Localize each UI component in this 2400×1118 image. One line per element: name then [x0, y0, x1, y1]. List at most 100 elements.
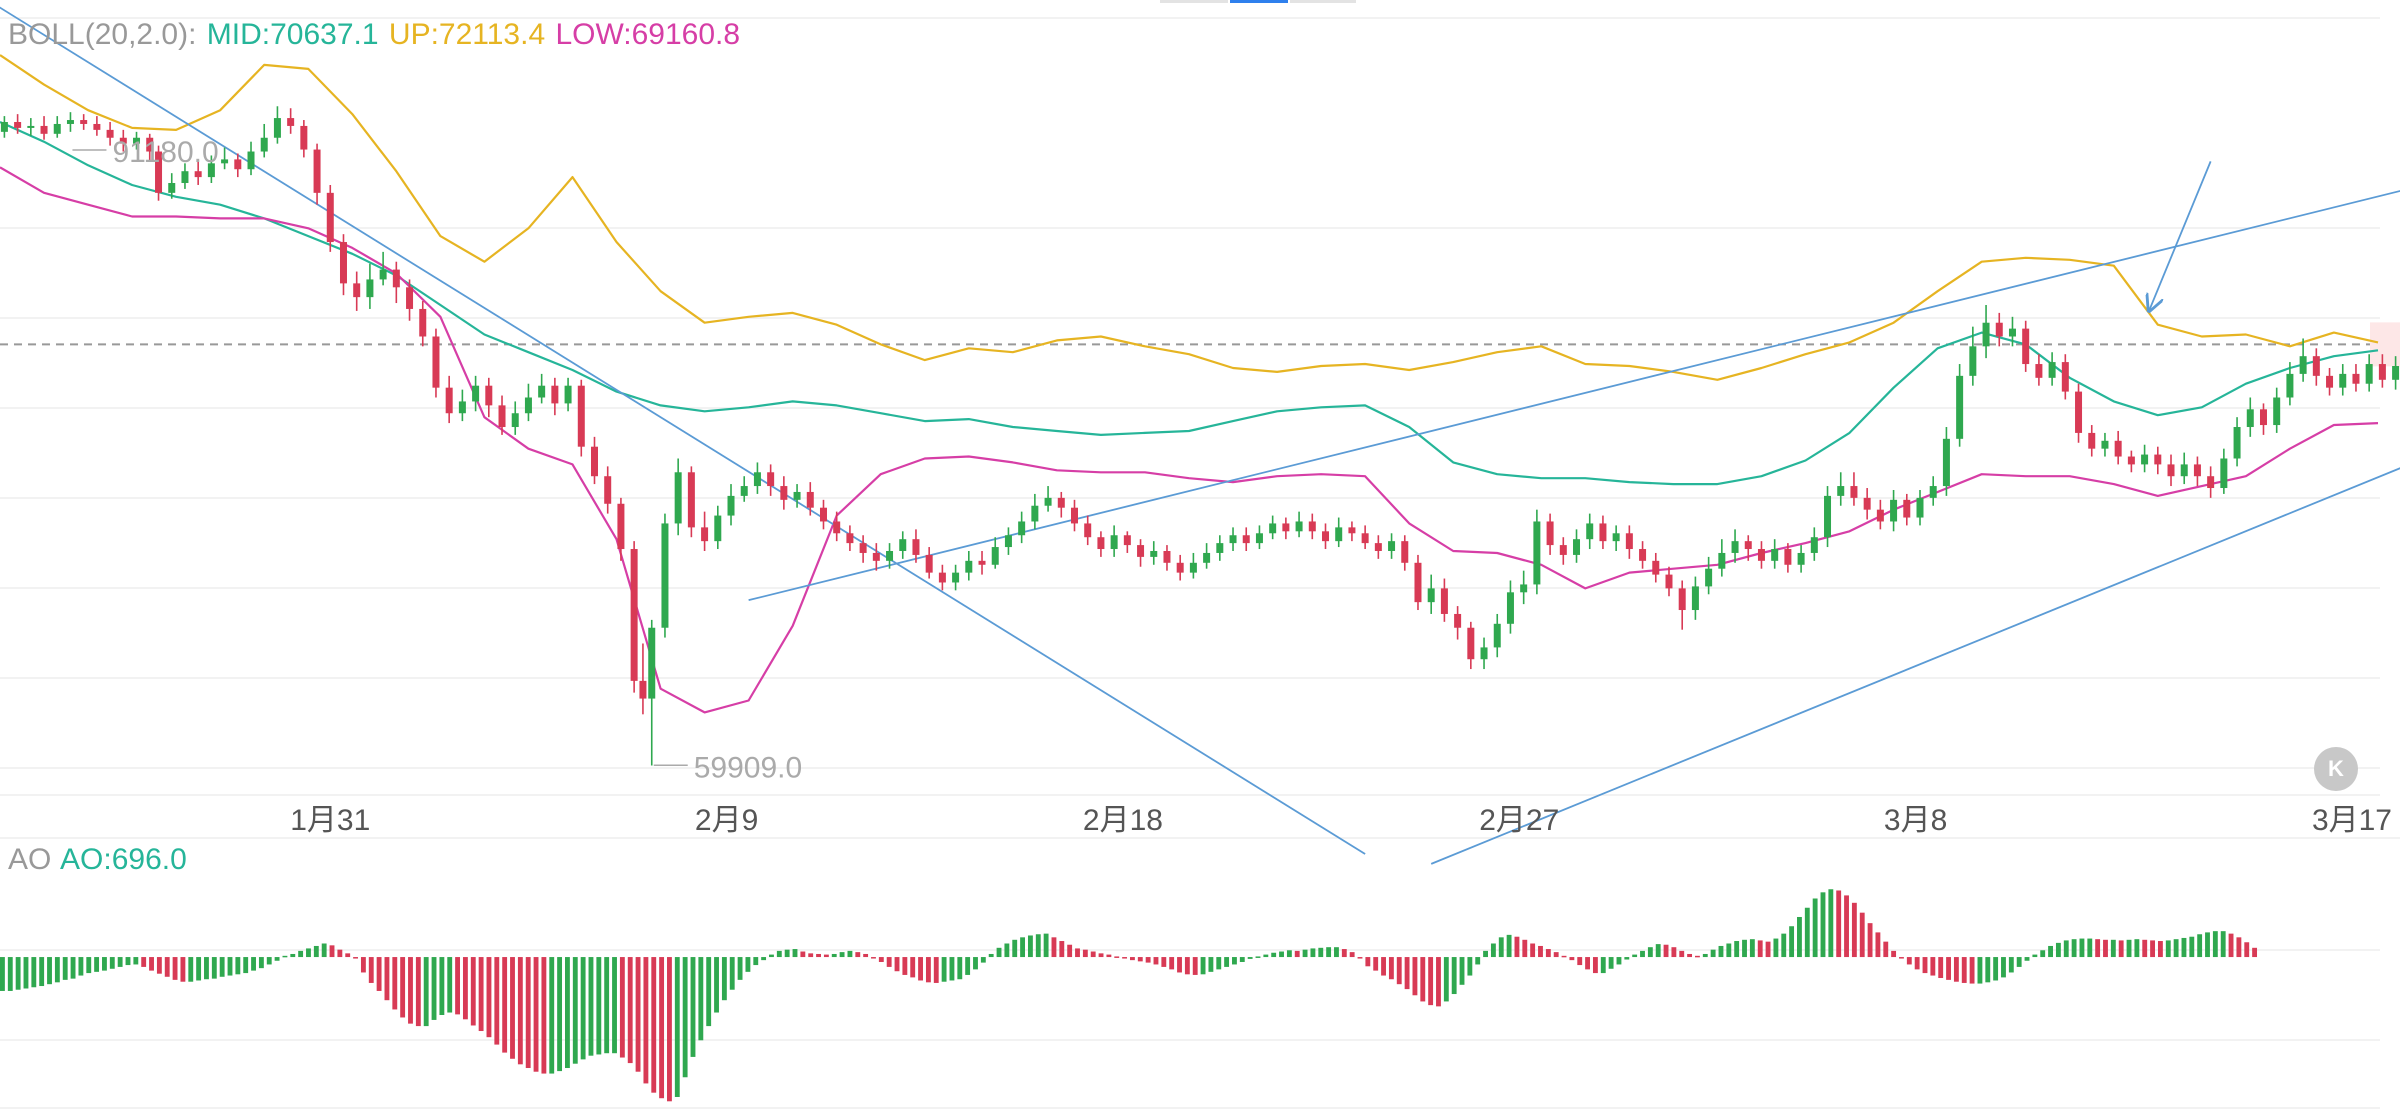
ao-bar: [871, 957, 876, 959]
candle-body: [2312, 356, 2320, 376]
ao-bar: [627, 957, 633, 1064]
ao-bar: [1906, 957, 1912, 965]
ao-bar: [1961, 957, 1967, 983]
ao-legend-value: AO:696.0: [60, 843, 187, 876]
candle-body: [912, 539, 920, 555]
candle-body: [234, 159, 242, 170]
candle-body: [1242, 535, 1250, 544]
candle-body: [938, 572, 946, 583]
candle-body: [181, 171, 189, 184]
ao-bar: [714, 957, 719, 1013]
candle-body: [952, 572, 960, 583]
candle-body: [1797, 552, 1805, 565]
ao-bar: [2220, 931, 2226, 958]
candle-body: [2207, 476, 2215, 489]
ao-bar: [31, 957, 37, 988]
candle-body: [1705, 568, 1713, 587]
candle-body: [66, 120, 74, 124]
candle-body: [472, 385, 480, 402]
ao-bar: [2252, 947, 2258, 958]
candle-body: [701, 527, 709, 542]
ao-bar: [1561, 955, 1567, 958]
ao-bar: [659, 957, 665, 1099]
ao-bar: [1200, 957, 1206, 975]
ao-bar: [1412, 957, 1418, 996]
candle-body: [2193, 464, 2201, 477]
ao-bar: [2165, 940, 2171, 958]
grid-lines: [0, 17, 2400, 1109]
ao-bar: [1506, 934, 1512, 958]
candle-body: [780, 486, 788, 500]
boll-up-line: [0, 54, 2379, 381]
candle-body: [1229, 535, 1237, 544]
candle-body: [648, 627, 656, 699]
ao-bar: [2110, 939, 2116, 958]
ao-bar: [1820, 892, 1826, 958]
candle-body: [1863, 497, 1871, 510]
ao-bar: [823, 954, 829, 958]
candle-body: [168, 183, 176, 193]
ao-bar: [517, 957, 523, 1065]
ao-bar: [1232, 957, 1237, 965]
candle-body: [577, 385, 585, 447]
ao-bar: [808, 953, 814, 958]
candle-body: [1982, 322, 1990, 347]
ao-bar: [1804, 907, 1810, 958]
ao-bar: [831, 953, 837, 958]
candle-body: [2273, 397, 2281, 426]
ao-bar: [753, 957, 759, 966]
ao-bar: [1734, 941, 1740, 958]
tab-indicator-active[interactable]: [1230, 0, 1288, 3]
candle-body: [564, 385, 572, 404]
candle-body: [1070, 507, 1078, 524]
ao-bar: [667, 957, 672, 1102]
ao-bar: [7, 957, 13, 991]
ao-bar: [337, 949, 343, 958]
ao-bar: [282, 955, 288, 958]
ao-bar: [149, 957, 154, 971]
ao-bar: [635, 957, 641, 1072]
candle-body: [1533, 521, 1541, 585]
tab-indicator-left[interactable]: [1160, 0, 1228, 3]
ao-bar: [188, 957, 194, 982]
ao-bar: [1875, 932, 1881, 958]
candle-body: [604, 476, 612, 504]
ao-bar: [776, 950, 782, 958]
k-logo-icon[interactable]: K: [2314, 747, 2358, 791]
ao-bar: [847, 950, 853, 958]
candle-body: [1784, 549, 1792, 565]
ao-bar: [1067, 944, 1073, 958]
candle-body: [498, 405, 506, 428]
high-marker-label: 91180.0: [112, 136, 218, 169]
ao-bar: [1326, 947, 1332, 958]
candle-body: [1203, 552, 1211, 563]
ao-bar: [1420, 957, 1426, 1002]
ao-bar: [502, 957, 508, 1053]
candle-body: [2101, 440, 2109, 449]
candle-body: [0, 122, 8, 132]
candle-body: [1573, 539, 1581, 555]
ao-bar: [1600, 957, 1606, 974]
boll-legend-mid: MID:70637.1: [206, 18, 379, 51]
candle-body: [978, 560, 986, 565]
candle-body: [485, 385, 493, 406]
ao-bar: [494, 957, 500, 1045]
ao-bar: [298, 950, 304, 958]
candle-body: [1467, 627, 1475, 660]
ao-bar: [1137, 957, 1143, 962]
tab-indicator-right[interactable]: [1290, 0, 1356, 3]
ao-histogram: [0, 889, 2258, 1102]
ao-bar: [855, 952, 861, 958]
candle-body: [287, 118, 295, 126]
ao-bar: [1749, 939, 1755, 958]
boll-legend-name: BOLL(20,2.0):: [8, 18, 197, 51]
top-tab-indicator[interactable]: [1160, 0, 1360, 3]
ao-bar: [313, 945, 319, 958]
candle-body: [27, 125, 35, 128]
ao-bar: [1899, 957, 1904, 959]
ao-bar: [2103, 939, 2108, 958]
ao-bar: [1663, 944, 1669, 958]
ao-bar: [1844, 895, 1849, 958]
